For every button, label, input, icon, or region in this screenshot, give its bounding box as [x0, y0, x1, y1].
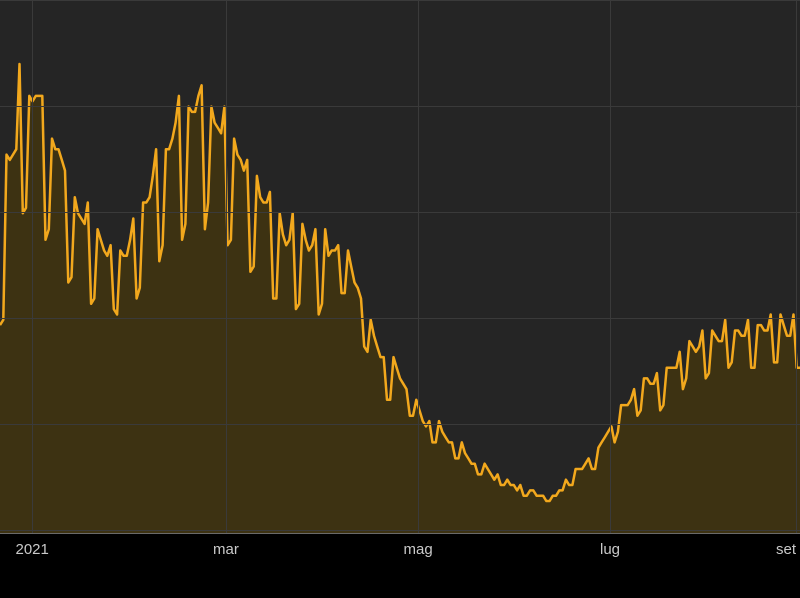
h-gridline — [0, 212, 800, 213]
h-gridline — [0, 530, 800, 531]
h-gridline — [0, 0, 800, 1]
x-tick-label: mar — [213, 541, 239, 558]
h-gridline — [0, 106, 800, 107]
x-tick-label: 2021 — [16, 541, 49, 558]
h-gridline — [0, 318, 800, 319]
x-axis-line — [0, 533, 800, 534]
v-gridline — [226, 0, 227, 533]
x-tick-label: mag — [404, 541, 433, 558]
x-tick-label: set — [776, 541, 796, 558]
v-gridline — [418, 0, 419, 533]
x-tick-label: lug — [600, 541, 620, 558]
v-gridline — [32, 0, 33, 533]
area-series — [0, 0, 800, 535]
chart-container: { "chart": { "type": "area", "background… — [0, 0, 800, 598]
v-gridline — [610, 0, 611, 533]
area-fill — [0, 64, 800, 533]
h-gridline — [0, 424, 800, 425]
v-gridline — [796, 0, 797, 533]
